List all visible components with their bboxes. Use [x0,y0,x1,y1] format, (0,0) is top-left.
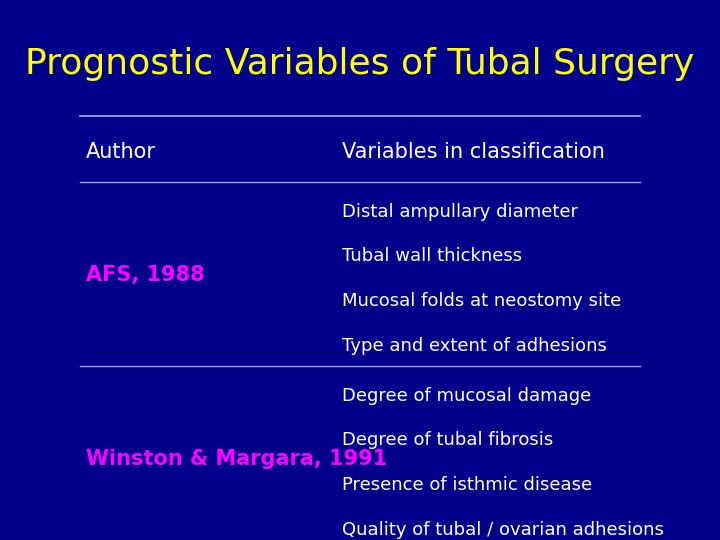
Text: Author: Author [86,142,156,162]
Text: Presence of isthmic disease: Presence of isthmic disease [342,476,592,494]
Text: Distal ampullary diameter: Distal ampullary diameter [342,202,577,220]
Text: Quality of tubal / ovarian adhesions: Quality of tubal / ovarian adhesions [342,521,664,539]
Text: Type and extent of adhesions: Type and extent of adhesions [342,337,607,355]
Text: Variables in classification: Variables in classification [342,142,605,162]
Text: Winston & Margara, 1991: Winston & Margara, 1991 [86,449,387,469]
Text: Prognostic Variables of Tubal Surgery: Prognostic Variables of Tubal Surgery [25,48,695,82]
Text: Degree of tubal fibrosis: Degree of tubal fibrosis [342,431,553,449]
Text: Tubal wall thickness: Tubal wall thickness [342,247,522,265]
Text: Mucosal folds at neostomy site: Mucosal folds at neostomy site [342,292,621,310]
Text: Degree of mucosal damage: Degree of mucosal damage [342,387,591,404]
Text: AFS, 1988: AFS, 1988 [86,265,204,285]
